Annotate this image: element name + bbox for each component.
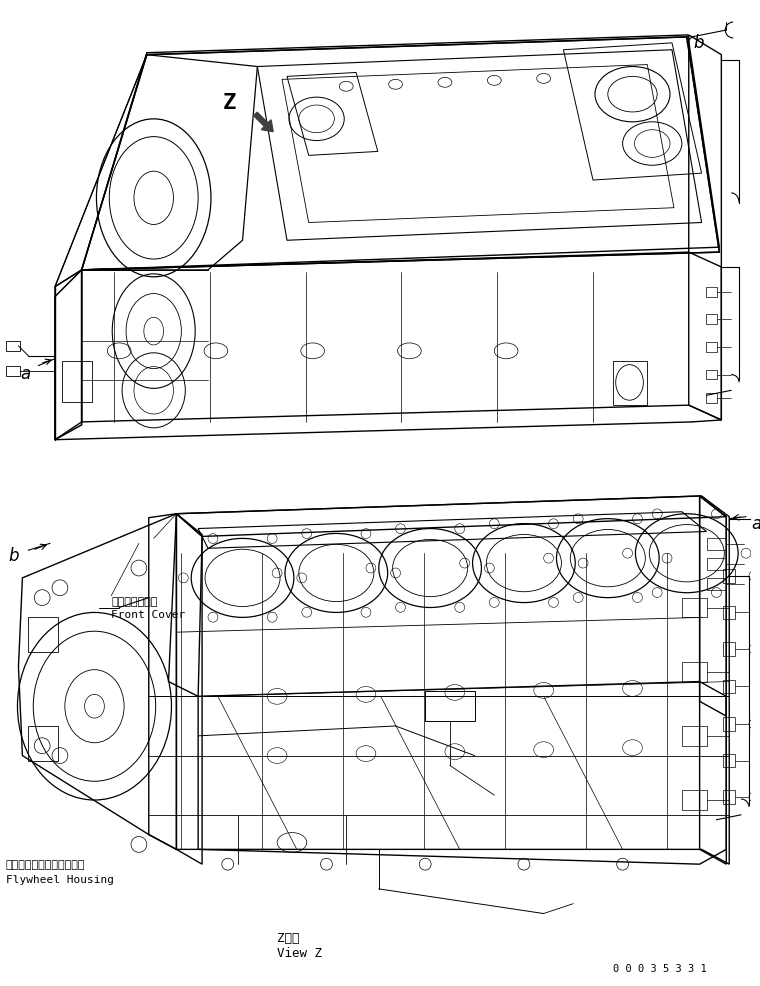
Text: フライホイールハウジング: フライホイールハウジング bbox=[5, 860, 85, 870]
Bar bbox=[724, 606, 735, 620]
Bar bbox=[707, 579, 727, 591]
Text: a: a bbox=[21, 364, 30, 383]
Text: View Z: View Z bbox=[277, 947, 322, 959]
Bar bbox=[724, 718, 735, 732]
Bar bbox=[682, 599, 707, 618]
Bar bbox=[707, 539, 727, 551]
Bar bbox=[705, 393, 717, 403]
Bar bbox=[682, 727, 707, 746]
Bar bbox=[705, 370, 717, 380]
Text: Flywheel Housing: Flywheel Housing bbox=[5, 875, 114, 884]
FancyArrow shape bbox=[254, 113, 273, 132]
Bar bbox=[724, 754, 735, 768]
Text: フロントカバー: フロントカバー bbox=[111, 597, 157, 606]
Text: Front Cover: Front Cover bbox=[111, 610, 185, 620]
Bar bbox=[724, 643, 735, 657]
Bar bbox=[682, 663, 707, 682]
Bar bbox=[5, 366, 21, 376]
Bar bbox=[62, 361, 91, 402]
Text: Z　視: Z 視 bbox=[277, 932, 299, 945]
Bar bbox=[707, 559, 727, 571]
Bar bbox=[705, 315, 717, 324]
Bar bbox=[705, 342, 717, 352]
Bar bbox=[724, 680, 735, 694]
Bar bbox=[613, 361, 648, 405]
Bar bbox=[724, 791, 735, 805]
Bar bbox=[705, 287, 717, 297]
Text: b: b bbox=[694, 34, 705, 52]
Text: a: a bbox=[751, 515, 760, 532]
Bar bbox=[28, 727, 58, 761]
Bar bbox=[724, 570, 735, 584]
Text: b: b bbox=[8, 547, 19, 565]
Bar bbox=[682, 791, 707, 810]
Text: 0 0 0 3 5 3 3 1: 0 0 0 3 5 3 3 1 bbox=[613, 963, 707, 973]
Bar bbox=[5, 341, 21, 351]
Bar bbox=[425, 692, 474, 722]
Bar bbox=[28, 618, 58, 653]
Text: Z: Z bbox=[223, 93, 236, 113]
